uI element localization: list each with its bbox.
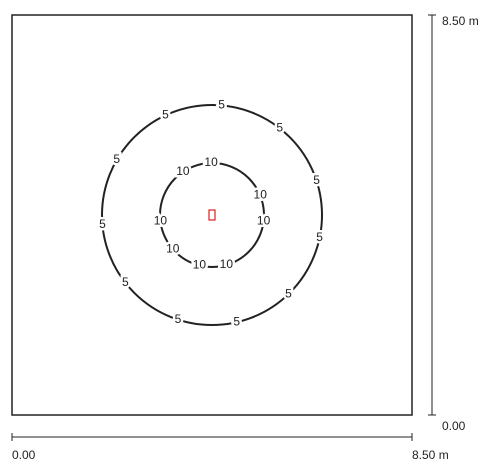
dimension-label: 0.00 (442, 419, 466, 433)
isoline-label: 5 (285, 286, 292, 300)
dimension-label: 8.50 m (412, 448, 449, 462)
room-outline (11, 14, 413, 416)
isoline-label: 5 (113, 152, 120, 166)
isoline-label: 10 (204, 155, 218, 169)
isoline-label: 10 (254, 188, 268, 202)
isoline-label: 5 (175, 312, 182, 326)
isoline-label: 5 (233, 314, 240, 328)
isoline-label: 10 (220, 257, 234, 271)
isoline-label: 10 (166, 241, 180, 255)
isoline-label: 10 (257, 214, 271, 228)
isoline-outer (101, 104, 323, 326)
isoline-label: 5 (99, 217, 106, 231)
isoline-label: 5 (313, 173, 320, 187)
isoline-label: 5 (162, 107, 169, 121)
isoline-inner (159, 162, 265, 268)
dimension-label: 0.00 (12, 448, 36, 462)
luminaire (208, 209, 216, 221)
isoline-label: 5 (316, 230, 323, 244)
isoline-label: 10 (193, 258, 207, 272)
isoline-label: 10 (176, 164, 190, 178)
dimension-label: 8.50 m (442, 14, 479, 28)
isoline-label: 10 (154, 214, 168, 228)
dimension-lines (11, 14, 436, 441)
isoline-label: 5 (122, 275, 129, 289)
isoline-label: 5 (276, 120, 283, 134)
isoline-label: 5 (218, 98, 225, 112)
